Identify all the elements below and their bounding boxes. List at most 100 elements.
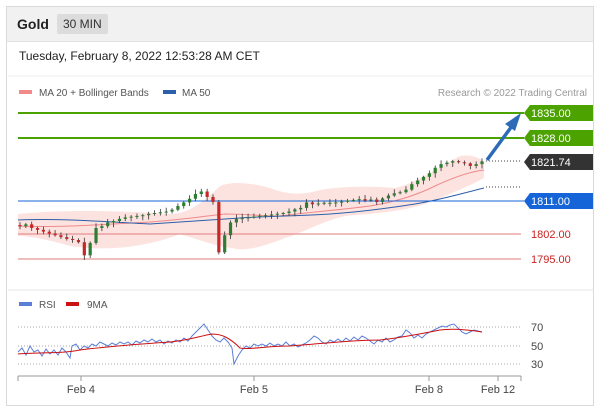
trend-arrow [485, 113, 521, 162]
level-label-1802: 1802.00 [531, 229, 571, 241]
candle-body [439, 164, 443, 168]
svg-text:1835.00: 1835.00 [531, 108, 571, 120]
candle-body [258, 215, 262, 217]
candle-body [82, 242, 86, 256]
candle-body [182, 202, 186, 207]
rsi-line [17, 323, 483, 366]
research-credit: Research © 2022 Trading Central [438, 88, 587, 99]
candle-body [392, 193, 396, 196]
candle-body [111, 221, 116, 223]
x-tick-label-feb12: Feb 12 [481, 384, 515, 396]
candle-body [187, 198, 192, 203]
candle-body [35, 227, 40, 230]
x-axis-ticks [17, 376, 522, 381]
candle-body [24, 224, 28, 227]
candle-body [76, 240, 81, 243]
level-label-1828: 1828.00 [524, 130, 593, 146]
candle-body [340, 201, 344, 203]
x-tick-label-feb8: Feb 8 [415, 384, 443, 396]
candle-body [135, 215, 139, 217]
candle-body [176, 206, 180, 210]
candle-body [433, 167, 437, 174]
candle-body [445, 162, 449, 165]
candle-body [474, 164, 478, 166]
x-tick-label-feb5: Feb 5 [240, 384, 268, 396]
candle-body [357, 199, 361, 201]
candle-body [117, 218, 122, 222]
candle-body [65, 237, 69, 239]
rsi-level-label-50: 50 [531, 341, 543, 353]
candle-body [147, 213, 151, 216]
candle-body [152, 213, 157, 215]
candle-body [468, 163, 472, 166]
chart-card: Gold 30 MIN Tuesday, February 8, 2022 12… [6, 6, 594, 406]
svg-text:1811.00: 1811.00 [531, 196, 570, 208]
candle-body [199, 191, 203, 195]
ma50-legend-swatch [163, 90, 176, 94]
candle-body [345, 200, 350, 202]
candle-body [398, 192, 402, 194]
candle-body [88, 242, 92, 256]
ma9-line [17, 328, 483, 355]
candle-body [59, 235, 63, 238]
timeframe-badge[interactable]: 30 MIN [57, 14, 108, 34]
x-tick-label-feb4: Feb 4 [67, 384, 95, 396]
candle-body [462, 162, 467, 164]
candle-body [94, 227, 98, 243]
candle-body [193, 194, 198, 199]
candle-body [480, 161, 484, 165]
candle-body [18, 225, 22, 227]
candle-body [375, 199, 379, 203]
candle-body [211, 196, 215, 203]
candle-body [287, 211, 291, 214]
candle-body [217, 202, 221, 253]
candle-body [252, 216, 256, 218]
candle-body [334, 202, 338, 204]
candle-body [164, 211, 168, 213]
candle-body [30, 224, 34, 228]
svg-text:1821.74: 1821.74 [531, 157, 571, 169]
level-label-1795: 1795.00 [531, 254, 571, 266]
candle-body [100, 226, 104, 228]
candle-body [205, 191, 209, 197]
level-label-1835: 1835.00 [524, 105, 593, 121]
candle-body [71, 238, 75, 241]
candle-body [269, 214, 274, 216]
candle-body [47, 231, 51, 234]
candle-body [416, 180, 420, 185]
rsi-level-label-70: 70 [531, 322, 543, 334]
candle-body [421, 176, 426, 181]
candle-body [223, 235, 227, 253]
candlesticks [18, 158, 484, 260]
candle-body [275, 213, 279, 215]
main-legend: MA 20 + Bollinger Bands MA 50 Research ©… [19, 88, 587, 99]
ma20-legend-label: MA 20 + Bollinger Bands [39, 88, 149, 99]
candle-body [228, 222, 233, 236]
ma20-legend-swatch [19, 90, 32, 94]
ma50-legend-label: MA 50 [182, 88, 211, 99]
candle-body [234, 218, 238, 223]
candle-body [304, 202, 309, 208]
candle-body [404, 189, 408, 193]
candle-body [281, 213, 285, 215]
candle-body [410, 184, 414, 190]
candle-body [240, 218, 244, 220]
candle-body [310, 202, 315, 205]
candle-body [170, 209, 174, 212]
candle-body [351, 199, 355, 201]
candle-body [41, 229, 45, 232]
rsi-legend-swatch [19, 302, 32, 306]
candle-body [123, 217, 127, 219]
candle-body [457, 161, 461, 163]
candle-body [141, 215, 145, 217]
rsi-legend-label: RSI [39, 300, 56, 311]
candle-body [369, 199, 373, 201]
rsi-level-label-30: 30 [531, 359, 543, 371]
candle-body [363, 199, 367, 201]
candle-body [322, 202, 326, 204]
last-price-label: 1821.74 [524, 154, 593, 170]
candle-body [316, 203, 320, 205]
candle-body [106, 222, 110, 227]
candle-body [386, 195, 391, 199]
